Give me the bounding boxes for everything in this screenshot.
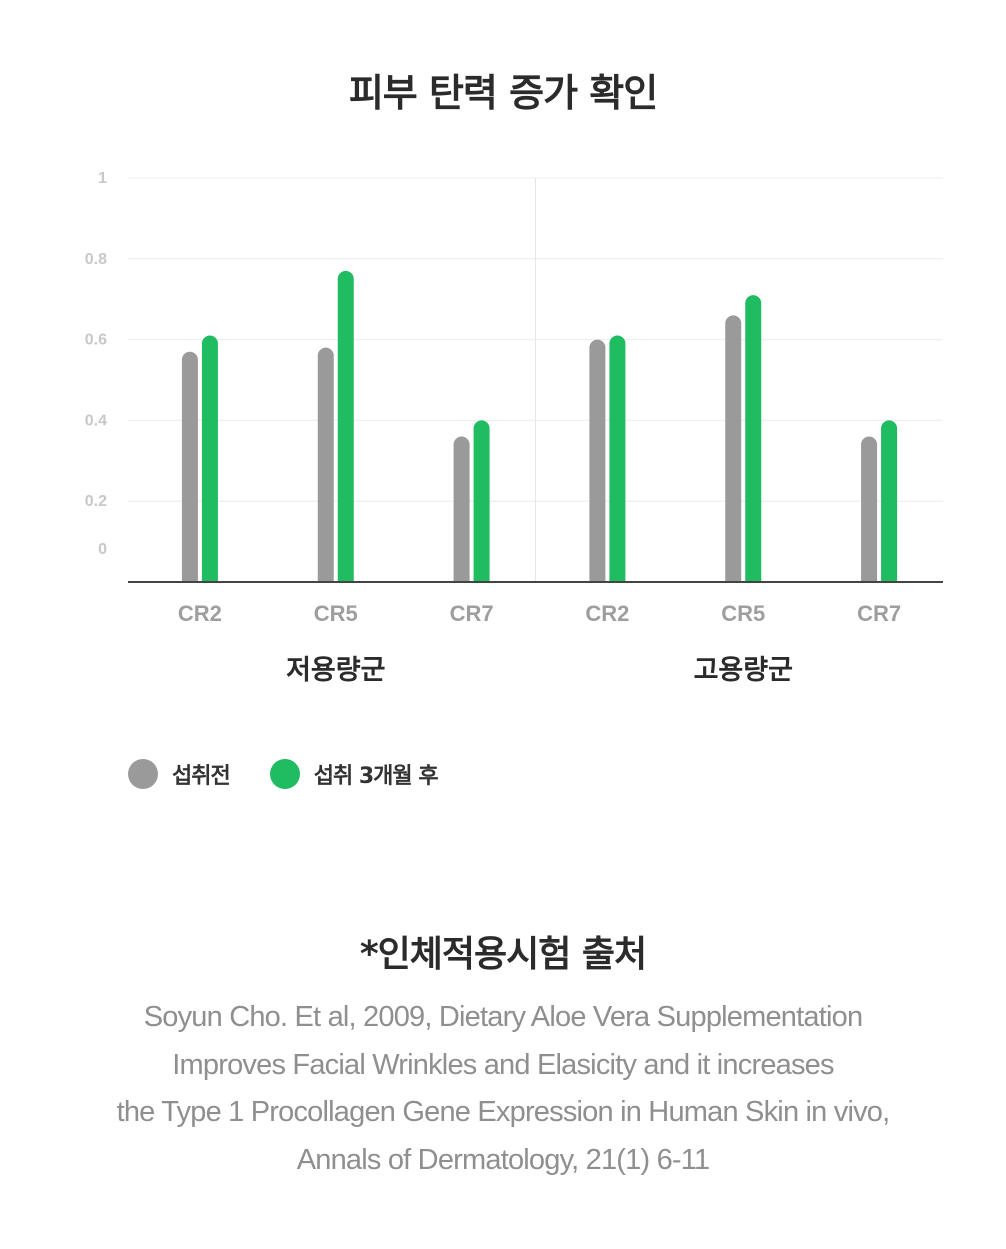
source-line: Annals of Dermatology, 21(1) 6-11 <box>296 1143 710 1176</box>
y-tick-label: 0.2 <box>85 493 107 510</box>
bar <box>181 351 198 582</box>
y-tick-label: 0 <box>98 541 107 558</box>
legend: 섭취전 섭취 3개월 후 <box>128 758 478 790</box>
bar <box>589 339 606 582</box>
group-label: 저용량군 <box>286 655 385 686</box>
group-label: 고용량군 <box>694 655 793 686</box>
source-line: Soyun Cho. Et al, 2009, Dietary Aloe Ver… <box>143 1001 863 1033</box>
x-tick-label: CR7 <box>857 601 901 626</box>
y-tick-label: 0.8 <box>85 251 107 268</box>
legend-label-before: 섭취전 <box>172 764 231 789</box>
legend-item-before: 섭취전 <box>128 758 231 790</box>
legend-label-after: 섭취 3개월 후 <box>313 764 439 789</box>
bar <box>473 420 490 582</box>
x-tick-label: CR5 <box>721 601 765 626</box>
bar <box>609 335 626 582</box>
legend-item-after: 섭취 3개월 후 <box>269 758 439 790</box>
bar <box>745 295 762 582</box>
legend-dot-after <box>269 759 300 789</box>
y-tick-label: 0.6 <box>85 332 107 349</box>
bar <box>201 335 218 582</box>
legend-dot-before <box>128 759 158 789</box>
bar <box>337 270 354 582</box>
source-citation: Soyun Cho. Et al, 2009, Dietary Aloe Ver… <box>0 994 1006 1184</box>
chart-title: 피부 탄력 증가 확인 <box>348 71 658 115</box>
bar-chart: 0 0.2 0.4 0.6 0.8 1 CR2 CR5 CR7 CR2 CR5 CR7 저용량군 고용량군 <box>85 170 943 686</box>
bar <box>317 347 334 582</box>
x-tick-label: CR7 <box>450 601 494 626</box>
bar <box>861 436 878 582</box>
y-tick-label: 1 <box>98 170 107 187</box>
bar <box>453 436 470 582</box>
source-title: *인체적용시험 출처 <box>359 934 647 975</box>
source-line: Improves Facial Wrinkles and Elasicity a… <box>172 1048 834 1081</box>
bar <box>725 315 742 582</box>
x-tick-label: CR5 <box>314 601 358 626</box>
x-tick-label: CR2 <box>178 601 222 626</box>
y-tick-label: 0.4 <box>85 412 107 429</box>
source-line: the Type 1 Procollagen Gene Expression i… <box>116 1096 891 1128</box>
x-tick-label: CR2 <box>585 601 629 626</box>
bar <box>881 420 898 582</box>
